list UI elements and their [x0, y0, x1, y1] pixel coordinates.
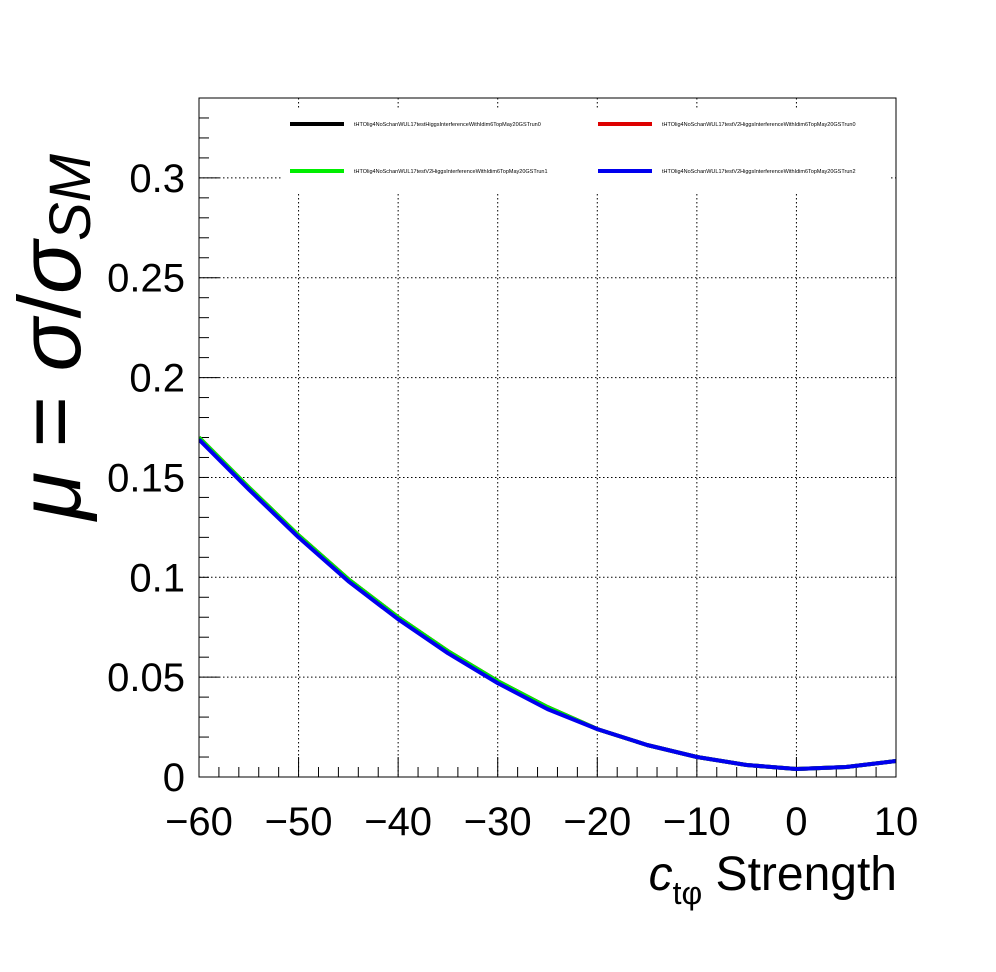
x-tick-label-1: −50: [265, 800, 333, 844]
series-lines: [199, 436, 896, 771]
y-tick-label-4: 0.2: [129, 357, 185, 401]
y-tick-label-3: 0.15: [107, 456, 185, 500]
x-tick-label-6: 0: [785, 800, 807, 844]
legend-background: [282, 108, 890, 194]
y-axis-sigma-sm: σ: [0, 238, 99, 294]
y-tick-label-1: 0.05: [107, 656, 185, 700]
y-axis-mu: μ: [0, 472, 99, 522]
x-axis-title: ctφ Strength: [649, 848, 897, 911]
x-axis-text-space: [702, 848, 715, 901]
x-axis-subscript: tφ: [673, 875, 703, 911]
y-tick-label-2: 0.1: [129, 556, 185, 600]
y-axis-slash: /: [0, 293, 99, 318]
plot-frame: [198, 97, 897, 778]
legend-label-0: tHTOlig4NoSchanWUL17testHiggsInterferenc…: [354, 122, 541, 128]
y-axis-eq: =: [0, 371, 99, 471]
series-line-3: [199, 438, 896, 771]
x-tick-label-4: −20: [563, 800, 631, 844]
x-tick-label-2: −40: [364, 800, 432, 844]
y-axis-sm-subscript: SM: [38, 153, 103, 241]
legend-label-2: tHTOlig4NoSchanWUL17testV2HiggsInterfere…: [354, 169, 548, 175]
y-tick-label-5: 0.25: [107, 257, 185, 301]
x-axis-text: Strength: [716, 848, 897, 901]
y-axis-sigma: σ: [0, 315, 99, 371]
y-tick-label-0: 0: [163, 756, 185, 800]
legend: tHTOlig4NoSchanWUL17testHiggsInterferenc…: [290, 122, 856, 175]
x-tick-label-3: −30: [464, 800, 532, 844]
y-axis-title: μ = σ/σSM: [0, 153, 103, 522]
y-tick-labels: 0 0.05 0.1 0.15 0.2 0.25 0.3: [107, 157, 185, 800]
x-tick-label-0: −60: [165, 800, 233, 844]
legend-label-3: tHTOlig4NoSchanWUL17testV2HiggsInterfere…: [662, 169, 856, 175]
y-tick-label-6: 0.3: [129, 157, 185, 201]
legend-label-1: tHTOlig4NoSchanWUL17testV2HiggsInterfere…: [662, 122, 856, 128]
x-tick-labels: −60 −50 −40 −30 −20 −10 0 10: [165, 800, 918, 844]
x-tick-label-7: 10: [874, 800, 919, 844]
x-axis-symbol: c: [649, 848, 673, 901]
x-tick-label-5: −10: [663, 800, 731, 844]
